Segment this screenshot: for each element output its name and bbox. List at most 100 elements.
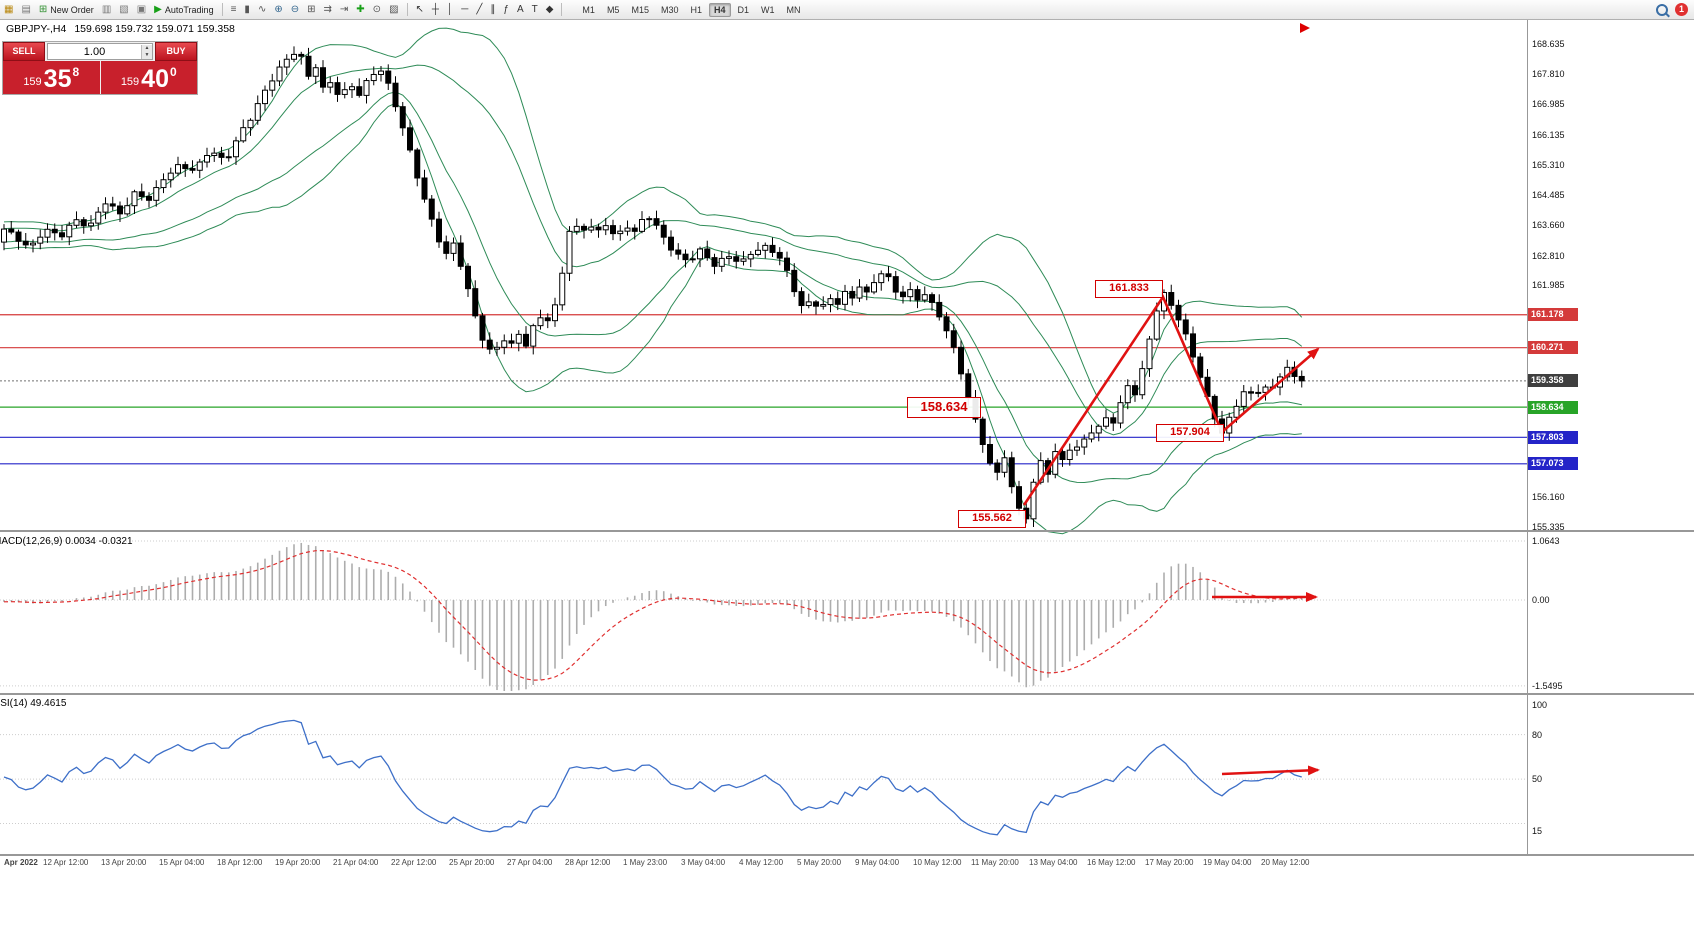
channel-icon: ∥: [490, 3, 496, 15]
auto-scroll-button[interactable]: ⇉: [321, 2, 335, 17]
time-axis-label: 10 May 12:00: [913, 858, 962, 867]
volume-input[interactable]: 1.00 ▲ ▼: [47, 43, 153, 60]
timeframe-m15[interactable]: M15: [631, 4, 649, 15]
new-order-icon: ⊞: [38, 3, 48, 15]
zoom-out-icon: ⊖: [290, 3, 300, 15]
timeframe-h4[interactable]: H4: [709, 2, 731, 17]
rsi-forecast-arrow: [1221, 765, 1320, 776]
annotation-label-155562[interactable]: 155.562: [958, 510, 1026, 528]
zoom-in-button[interactable]: ⊕: [271, 2, 285, 17]
zoom-out-button[interactable]: ⊖: [288, 2, 302, 17]
volume-spinner: ▲ ▼: [141, 44, 152, 59]
time-axis-label: 3 May 04:00: [681, 858, 726, 867]
bar-chart-button[interactable]: ≡: [228, 2, 240, 17]
trendline-button[interactable]: ╱: [473, 2, 485, 17]
timeframe-m30[interactable]: M30: [660, 4, 679, 15]
timeframe-m1[interactable]: M1: [582, 4, 595, 15]
price-axis-badge: 158.634: [1528, 400, 1578, 414]
time-axis-label: 13 Apr 20:00: [101, 858, 147, 867]
timeframe-w1[interactable]: W1: [761, 4, 775, 15]
candlestick-icon: ▮: [244, 3, 250, 15]
time-axis-label: 25 Apr 20:00: [449, 858, 495, 867]
rsi-label: RSI(14) 49.4615: [0, 698, 67, 709]
notification-badge[interactable]: 1: [1675, 3, 1688, 16]
macd-signal-line: [3, 549, 1302, 681]
price-axis-label: 166.135: [1532, 129, 1565, 140]
tile-windows-icon: ⊞: [307, 3, 316, 15]
buy-button[interactable]: BUY: [155, 42, 197, 61]
crosshair-button[interactable]: ┼: [429, 2, 442, 17]
line-chart-icon: ∿: [257, 3, 267, 15]
new-order-button-label: New Order: [50, 4, 94, 15]
macd-label: MACD(12,26,9) 0.0034 -0.0321: [0, 536, 133, 547]
symbol-ohlc-header: GBPJPY-,H4 159.698 159.732 159.071 159.35…: [6, 23, 243, 35]
periods-icon: ⊙: [372, 3, 382, 15]
channel-button[interactable]: ∥: [487, 2, 498, 17]
timeframe-m5[interactable]: M5: [606, 4, 620, 15]
buy-price-prefix: 159: [120, 76, 140, 88]
macd-histogram: [3, 542, 1303, 691]
macd-panel-splitter[interactable]: [0, 530, 1694, 532]
price-axis-label: 156.160: [1532, 491, 1565, 502]
autotrading-button-label: AutoTrading: [164, 4, 214, 15]
navigator-button[interactable]: ▣: [134, 2, 149, 17]
line-chart-button[interactable]: ∿: [255, 2, 269, 17]
timeframe-mn[interactable]: MN: [786, 4, 801, 15]
chart-shift-button[interactable]: ⇥: [337, 2, 351, 17]
sell-price-display[interactable]: 159 35 8: [3, 61, 100, 94]
volume-up-button[interactable]: ▲: [142, 44, 152, 52]
timeframe-h1[interactable]: H1: [690, 4, 702, 15]
time-axis-label: 27 Apr 04:00: [507, 858, 553, 867]
horizontal-line-button[interactable]: ─: [458, 2, 471, 17]
text-button[interactable]: A: [514, 2, 527, 17]
market-watch-button[interactable]: ▥: [99, 2, 114, 17]
vertical-line-button[interactable]: │: [444, 2, 456, 17]
data-window-button[interactable]: ▧: [116, 2, 131, 17]
sell-button[interactable]: SELL: [3, 42, 45, 61]
rsi-axis-label: 50: [1532, 774, 1543, 785]
annotation-label-157904[interactable]: 157.904: [1156, 424, 1224, 442]
time-axis-label: 15 Apr 04:00: [159, 858, 205, 867]
chart-canvas[interactable]: [0, 19, 1527, 875]
new-order-button[interactable]: ⊞ New Order: [36, 2, 97, 17]
annotation-label-158634[interactable]: 158.634: [907, 397, 981, 418]
fibonacci-button[interactable]: ƒ: [500, 2, 512, 17]
time-axis-label: Apr 2022: [4, 858, 38, 867]
horizontal-levels[interactable]: [0, 314, 1527, 465]
time-axis-label: 9 May 04:00: [855, 858, 900, 867]
time-axis-label: 19 Apr 20:00: [275, 858, 321, 867]
indicators-button[interactable]: ✚: [353, 2, 367, 17]
time-axis-label: 28 Apr 12:00: [565, 858, 611, 867]
templates-button[interactable]: ▨: [386, 2, 401, 17]
price-axis-badge: 161.178: [1528, 308, 1578, 322]
autotrading-button[interactable]: ▶ AutoTrading: [151, 2, 216, 17]
time-axis-label: 5 May 20:00: [797, 858, 842, 867]
tile-windows-button[interactable]: ⊞: [304, 2, 318, 17]
timeframe-d1[interactable]: D1: [737, 4, 750, 15]
crosshair-icon: ┼: [431, 3, 439, 15]
buy-price-sup: 0: [169, 65, 177, 79]
new-chart-button[interactable]: ▦: [1, 2, 16, 17]
time-axis-label: 1 May 23:00: [623, 858, 668, 867]
label-button[interactable]: T: [529, 2, 541, 17]
cursor-button[interactable]: ↖: [413, 2, 427, 17]
sell-price-big: 35: [43, 65, 72, 93]
annotations-layer[interactable]: [1022, 294, 1320, 776]
shapes-button[interactable]: ◆: [543, 2, 557, 17]
periods-button[interactable]: ⊙: [370, 2, 384, 17]
buy-price-display[interactable]: 159 40 0: [100, 61, 197, 94]
annotation-label-161833[interactable]: 161.833: [1095, 280, 1163, 298]
trade-widget-prices: 159 35 8 159 40 0: [3, 61, 197, 94]
time-axis-label: 13 May 04:00: [1029, 858, 1078, 867]
price-axis-label: 164.485: [1532, 189, 1565, 200]
trend-zigzag-arrow: [1022, 294, 1320, 506]
candlestick-button[interactable]: ▮: [241, 2, 253, 17]
time-axis-label: 12 Apr 12:00: [43, 858, 89, 867]
volume-down-button[interactable]: ▼: [142, 51, 152, 59]
rsi-panel-splitter[interactable]: [0, 693, 1694, 695]
toolbar-separator: [561, 3, 563, 16]
scroll-to-end-marker[interactable]: [1300, 23, 1310, 33]
profiles-button[interactable]: ▤: [18, 2, 33, 17]
search-icon[interactable]: [1656, 3, 1668, 16]
ohlc-values: 159.698 159.732 159.071 159.358: [74, 23, 235, 35]
